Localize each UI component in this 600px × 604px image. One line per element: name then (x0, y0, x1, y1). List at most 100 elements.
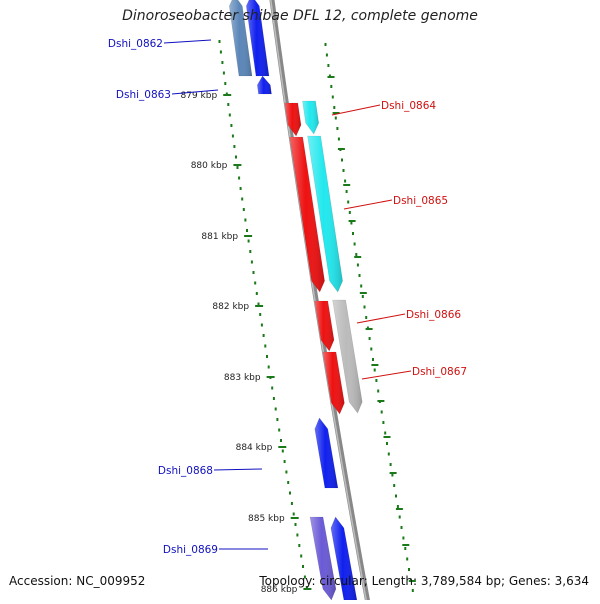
sequence-backbone (269, 0, 371, 604)
gene-label-text[interactable]: Dshi_0869 (163, 544, 218, 556)
tick-mark (223, 94, 232, 96)
guide-dot (300, 554, 303, 558)
guide-dot (391, 473, 394, 477)
gene-label-dshi-0863[interactable]: Dshi_0863 (116, 89, 219, 101)
guide-dot (255, 292, 258, 295)
guide-dot (345, 190, 348, 193)
gene-label-text[interactable]: Dshi_0867 (412, 366, 467, 378)
guide-dot (347, 200, 350, 204)
guide-dot (382, 421, 385, 424)
guide-dot (259, 313, 262, 316)
tick-mark (255, 305, 264, 307)
gene-dshi-0869-feature[interactable] (309, 516, 337, 601)
guide-dot (260, 323, 263, 327)
guide-dot (233, 145, 236, 148)
guide-dot (244, 218, 247, 222)
guide-dash (371, 364, 379, 366)
guide-dot (395, 494, 397, 498)
guide-dot (386, 442, 388, 445)
gene-dshi-0865-feature[interactable] (307, 135, 343, 293)
guide-dot (222, 71, 225, 75)
guide-dot (238, 176, 241, 180)
guide-dot (372, 358, 374, 361)
guide-dot (281, 449, 284, 453)
guide-dot (337, 137, 340, 141)
guide-dot (356, 263, 359, 267)
gene-label-text[interactable]: Dshi_0862 (108, 38, 163, 50)
guide-dot (370, 347, 373, 351)
guide-dash (337, 148, 345, 150)
tick-mark (266, 376, 275, 378)
guide-dot (341, 158, 343, 162)
gene-label-dshi-0869[interactable]: Dshi_0869 (163, 544, 268, 556)
guide-dash (332, 112, 340, 114)
gene-label-text[interactable]: Dshi_0865 (393, 195, 448, 207)
guide-dot (298, 544, 301, 547)
gene-label-text[interactable]: Dshi_0863 (116, 89, 171, 101)
guide-dash (402, 544, 410, 546)
gene-dshi-0863-feature[interactable] (256, 75, 272, 95)
guide-dot (231, 134, 234, 138)
guide-dot (353, 242, 356, 246)
dotted-guide-lines (218, 40, 416, 592)
guide-dash (343, 184, 351, 186)
gene-label-dshi-0864[interactable]: Dshi_0864 (331, 100, 436, 116)
gene-dshi-0864-feature[interactable] (284, 102, 302, 137)
coordinate-ticks: 879 kbp 880 kbp 881 kbp 882 kbp 883 kbp 884 k… (181, 91, 312, 595)
gene-label-text[interactable]: Dshi_0864 (381, 100, 436, 112)
gene-labels[interactable]: Dshi_0862 Dshi_0863 Dshi_0864 Dshi_0865 Dshi… (108, 38, 467, 556)
guide-dot (334, 116, 337, 120)
guide-dot (360, 284, 363, 288)
guide-dot (230, 124, 233, 127)
guide-dot (267, 365, 270, 369)
guide-dash (327, 76, 335, 78)
guide-dot (327, 64, 330, 67)
guide-dot (239, 187, 242, 190)
gene-label-dshi-0866[interactable]: Dshi_0866 (356, 309, 461, 324)
gene-label-dshi-0865[interactable]: Dshi_0865 (343, 195, 448, 210)
guide-dot (324, 43, 327, 46)
tick-mark (233, 164, 242, 166)
guide-dot (336, 127, 339, 130)
gene-dshi-0867-feature[interactable] (332, 299, 363, 414)
guide-dash (395, 508, 403, 510)
gene-features[interactable] (228, 0, 363, 601)
backbone-line (269, 0, 371, 604)
gene-dshi-0862-feature[interactable] (228, 0, 253, 77)
gene-dshi-0867-feature[interactable] (322, 351, 345, 415)
guide-dot (285, 470, 288, 474)
guide-dot (380, 410, 383, 414)
guide-dot (280, 439, 282, 442)
gene-label-text[interactable]: Dshi_0868 (158, 465, 213, 477)
gene-dshi-0866-feature[interactable] (314, 300, 335, 352)
guide-dot (350, 221, 353, 225)
guide-dot (289, 491, 291, 495)
gene-label-dshi-0862[interactable]: Dshi_0862 (108, 38, 212, 50)
tick-mark (244, 235, 253, 237)
guide-dot (361, 295, 364, 298)
guide-dot (363, 305, 366, 309)
guide-dot (287, 481, 290, 484)
gene-dshi-0865-feature[interactable] (289, 136, 325, 293)
guide-dot (375, 379, 378, 382)
guide-dot (411, 589, 414, 592)
guide-dash (359, 292, 367, 294)
tick-mark (290, 517, 299, 519)
gene-dshi-0868-feature[interactable] (314, 417, 339, 489)
guide-dot (398, 515, 401, 519)
gene-label-dshi-0867[interactable]: Dshi_0867 (361, 366, 467, 380)
guide-dot (274, 407, 277, 411)
guide-dot (218, 40, 221, 43)
guide-dash (383, 436, 391, 438)
guide-dot (272, 397, 275, 400)
guide-dot (283, 460, 286, 463)
guide-dot (368, 337, 371, 340)
gene-label-text[interactable]: Dshi_0866 (406, 309, 461, 321)
guide-dot (377, 389, 380, 393)
gene-label-dshi-0868[interactable]: Dshi_0868 (158, 465, 263, 477)
gene-dshi-0864-feature[interactable] (302, 100, 320, 135)
guide-dot (396, 505, 399, 508)
guide-dot (400, 526, 403, 529)
